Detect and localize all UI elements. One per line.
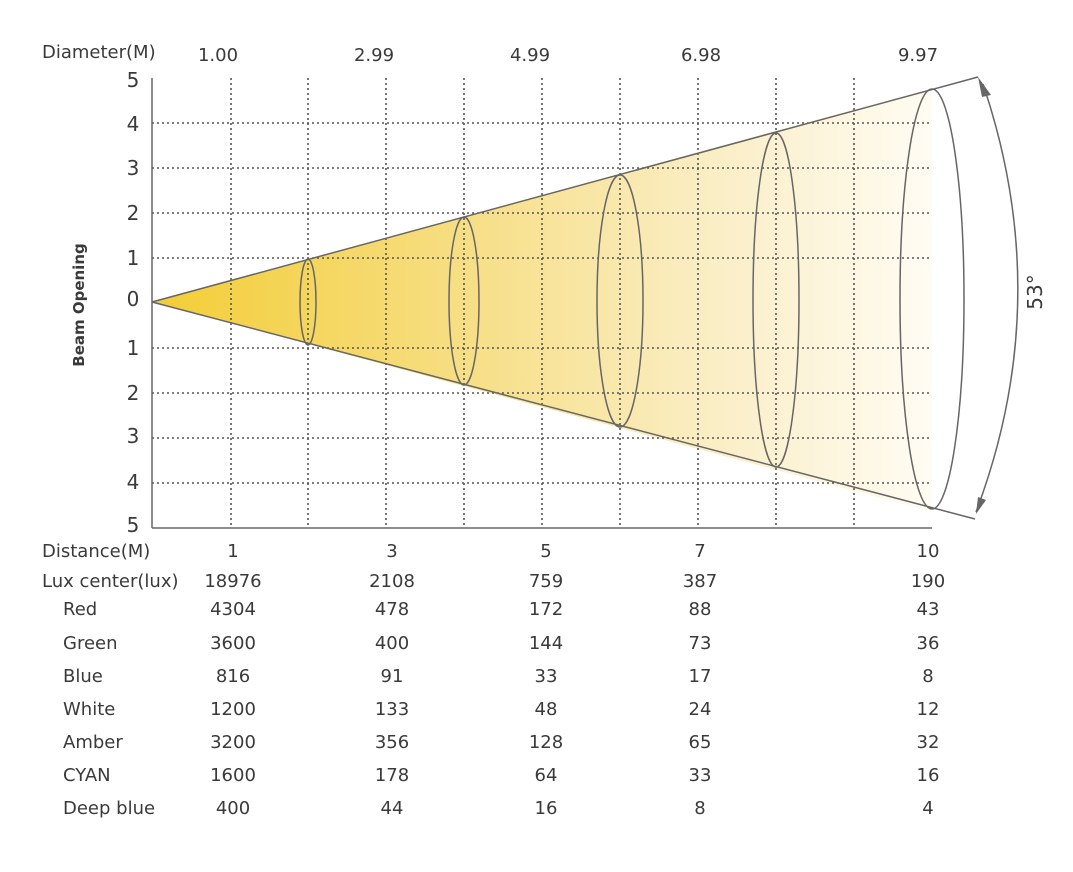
beam-ellipse-2 bbox=[448, 216, 480, 386]
table-cell: 24 bbox=[689, 699, 712, 720]
row-label: CYAN bbox=[63, 765, 111, 786]
table-cell: 44 bbox=[381, 798, 404, 819]
table-row-deep-blue: Deep blue 400 44 16 8 4 bbox=[63, 798, 934, 819]
table-row-green: Green 3600 400 144 73 36 bbox=[63, 633, 939, 654]
diameter-value: 9.97 bbox=[898, 45, 938, 66]
table-cell: 1200 bbox=[210, 699, 256, 720]
table-cell: 400 bbox=[216, 798, 250, 819]
table-cell: 65 bbox=[689, 732, 712, 753]
table-cell: 133 bbox=[375, 699, 409, 720]
row-label: White bbox=[63, 699, 115, 720]
y-tick-label: 1 bbox=[127, 336, 140, 360]
table-cell: 12 bbox=[917, 699, 940, 720]
table-cell: 18976 bbox=[204, 571, 261, 592]
table-cell: 172 bbox=[529, 599, 563, 620]
table-cell: 178 bbox=[375, 765, 409, 786]
angle-arrow-bottom bbox=[976, 497, 986, 514]
y-tick-label: 1 bbox=[127, 246, 140, 270]
diameter-value: 6.98 bbox=[681, 45, 721, 66]
beam-ellipse-5 bbox=[899, 88, 965, 510]
row-label: Distance(M) bbox=[42, 541, 150, 562]
beam-ellipse-3 bbox=[596, 174, 644, 428]
table-row-lux-center: Lux center(lux) 18976 2108 759 387 190 bbox=[42, 571, 945, 592]
angle-arc bbox=[975, 83, 1019, 513]
table-cell: 356 bbox=[375, 732, 409, 753]
row-label: Amber bbox=[63, 732, 123, 753]
table-row-cyan: CYAN 1600 178 64 33 16 bbox=[63, 765, 939, 786]
table-cell: 8 bbox=[694, 798, 705, 819]
y-tick-labels: 5 4 3 2 1 0 1 2 3 4 5 bbox=[127, 68, 140, 537]
beam-edge-top bbox=[151, 76, 979, 303]
table-row-white: White 1200 133 48 24 12 bbox=[63, 699, 939, 720]
table-row-amber: Amber 3200 356 128 65 32 bbox=[63, 732, 939, 753]
row-label: Green bbox=[63, 633, 118, 654]
table-row-blue: Blue 816 91 33 17 8 bbox=[63, 666, 934, 687]
table-cell: 48 bbox=[535, 699, 558, 720]
table-cell: 33 bbox=[535, 666, 558, 687]
angle-arrow-top bbox=[978, 77, 991, 97]
table-cell: 816 bbox=[216, 666, 250, 687]
table-cell: 190 bbox=[911, 571, 945, 592]
table-cell: 3600 bbox=[210, 633, 256, 654]
table-cell: 1600 bbox=[210, 765, 256, 786]
beam-opening-label: Beam Opening bbox=[70, 243, 88, 366]
table-cell: 5 bbox=[540, 541, 551, 562]
table-cell: 16 bbox=[917, 765, 940, 786]
beam-ellipses bbox=[299, 88, 965, 510]
table-cell: 478 bbox=[375, 599, 409, 620]
table-cell: 64 bbox=[535, 765, 558, 786]
table-cell: 36 bbox=[917, 633, 940, 654]
y-tick-label: 2 bbox=[127, 381, 140, 405]
table-cell: 1 bbox=[227, 541, 238, 562]
y-tick-label: 3 bbox=[127, 424, 140, 448]
row-label: Blue bbox=[63, 666, 103, 687]
diameter-value: 2.99 bbox=[354, 45, 394, 66]
table-cell: 2108 bbox=[369, 571, 415, 592]
table-cell: 8 bbox=[922, 666, 933, 687]
y-tick-label: 3 bbox=[127, 156, 140, 180]
table-cell: 16 bbox=[535, 798, 558, 819]
diameter-value: 4.99 bbox=[510, 45, 550, 66]
y-tick-label: 4 bbox=[127, 470, 140, 494]
table-cell: 144 bbox=[529, 633, 563, 654]
table-cell: 4 bbox=[922, 798, 933, 819]
y-tick-label: 4 bbox=[127, 112, 140, 136]
vertical-grid bbox=[230, 78, 855, 528]
table-cell: 32 bbox=[917, 732, 940, 753]
table-cell: 759 bbox=[529, 571, 563, 592]
y-tick-label: 2 bbox=[127, 201, 140, 225]
angle-label: 53° bbox=[1023, 274, 1047, 309]
row-label: Lux center(lux) bbox=[42, 571, 179, 592]
table-cell: 387 bbox=[683, 571, 717, 592]
table-cell: 88 bbox=[689, 599, 712, 620]
table-cell: 17 bbox=[689, 666, 712, 687]
beam-edge-bottom bbox=[151, 301, 976, 520]
table-cell: 91 bbox=[381, 666, 404, 687]
y-tick-label: 0 bbox=[127, 287, 140, 311]
row-label: Deep blue bbox=[63, 798, 155, 819]
table-cell: 33 bbox=[689, 765, 712, 786]
row-label: Red bbox=[63, 599, 97, 620]
table-cell: 10 bbox=[917, 541, 940, 562]
table-cell: 7 bbox=[694, 541, 705, 562]
table-cell: 73 bbox=[689, 633, 712, 654]
beam-ellipse-1 bbox=[299, 258, 317, 346]
lux-table: Distance(M) 1 3 5 7 10 Lux center(lux) 1… bbox=[42, 541, 945, 819]
y-tick-label: 5 bbox=[127, 513, 140, 537]
table-cell: 43 bbox=[917, 599, 940, 620]
table-cell: 4304 bbox=[210, 599, 256, 620]
beam-ellipse-4 bbox=[752, 132, 800, 468]
diameter-label: Diameter(M) bbox=[42, 42, 156, 63]
table-row-red: Red 4304 478 172 88 43 bbox=[63, 599, 939, 620]
table-row-distance: Distance(M) 1 3 5 7 10 bbox=[42, 541, 939, 562]
table-cell: 128 bbox=[529, 732, 563, 753]
table-cell: 400 bbox=[375, 633, 409, 654]
diameter-value: 1.00 bbox=[198, 45, 238, 66]
y-tick-label: 5 bbox=[127, 68, 140, 92]
table-cell: 3200 bbox=[210, 732, 256, 753]
table-cell: 3 bbox=[386, 541, 397, 562]
